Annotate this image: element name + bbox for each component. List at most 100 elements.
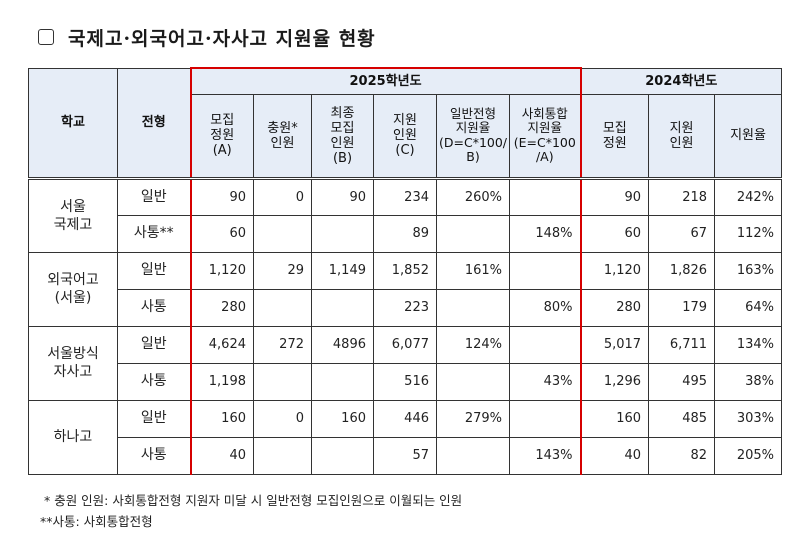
value-cell: 446 [373,399,437,438]
value-cell: 143% [509,436,582,475]
table-row: 하나고 일반 160 0 160 446 279% 160 485 303% [28,399,783,475]
value-cell: 1,852 [373,251,437,290]
value-cell: 272 [253,325,312,364]
header-line: 일반전형 [450,105,497,121]
header-2024-applicants: 지원 인원 [648,93,716,179]
value-cell: 260% [435,177,511,216]
value-cell [435,214,511,253]
value-cell: 161% [435,251,511,290]
table-row: 사통 40 57 143% 40 82 205% [29,436,783,475]
table-row: 서울 국제고 일반 90 0 90 234 260% 90 218 242% [28,177,783,253]
value-cell: 1,826 [648,251,716,290]
value-cell: 0 [253,177,312,216]
title-text: 국제고·외국어고·자사고 지원율 현황 [68,27,376,50]
value-cell: 4896 [311,325,374,364]
checkbox-square-icon [38,29,54,45]
header-line: 지원 [393,113,417,128]
value-cell: 160 [189,399,254,438]
footnote-2: **사통: 사회통합전형 [40,514,153,529]
value-cell: 1,120 [189,251,254,290]
table-row: 사통** 60 89 148% 60 67 112% [29,214,783,253]
value-cell: 1,296 [580,362,650,401]
value-cell: 205% [714,436,783,475]
value-cell: 89 [373,214,437,253]
school-name-line: 국제고 [53,216,93,233]
value-cell: 124% [435,325,511,364]
value-cell [311,362,374,401]
header-line: 인원 [669,135,694,151]
school-name-line: 서울방식 [47,346,99,362]
value-cell: 148% [509,214,582,253]
header-2025-social-rate-e: 사회통합 지원율 (E=C*100/A) [509,93,582,179]
value-cell: 40 [189,436,254,475]
header-line: 인원 [393,128,417,143]
admission-type-cell: 일반 [117,325,191,364]
header-2025-applicants-c: 지원 인원 (C) [373,93,437,179]
value-cell: 67 [648,214,716,253]
header-line: 지원 [669,120,694,136]
value-cell [435,362,511,401]
value-cell: 218 [648,177,716,216]
header-type: 전형 [117,67,191,179]
header-2024: 2024학년도 [580,67,783,95]
admission-type-cell: 일반 [117,177,191,216]
header-2025-final-recruit-b: 최종 모집 인원 (B) [311,93,374,179]
header-line: 지원율 [527,120,563,135]
value-cell [253,214,312,253]
header-2025-extra-fill: 충원* 인원 [253,93,312,179]
table-row: 사통 280 223 80% 280 179 64% [29,288,783,327]
value-cell: 38% [714,362,783,401]
admission-type-cell: 일반 [117,399,191,438]
value-cell [509,399,582,438]
header-2024-recruit-quota: 모집 정원 [580,93,650,179]
header-line: 사회통합 [521,105,568,121]
table-row: 사통 1,198 516 43% 1,296 495 38% [29,362,783,401]
value-cell: 1,198 [189,362,254,401]
value-cell: 160 [311,399,374,438]
value-cell [311,436,374,475]
admission-type-cell: 일반 [117,251,191,290]
header-line: 정원 [602,135,627,151]
header-line: (C) [395,143,415,158]
value-cell: 134% [714,325,783,364]
header-line: 최종 [330,105,355,121]
value-cell: 40 [580,436,650,475]
value-cell: 4,624 [189,325,254,364]
school-name-line: 서울 [60,198,86,215]
school-name-line: 자사고 [53,364,93,380]
header-school: 학교 [28,67,118,179]
header-line: 모집 [330,120,355,136]
value-cell: 303% [714,399,783,438]
header-line: 인원 [270,135,295,151]
header-line: 지원율 [730,128,766,143]
value-cell: 485 [648,399,716,438]
value-cell: 1,149 [311,251,374,290]
admission-type-cell: 사통** [117,214,191,253]
value-cell: 242% [714,177,783,216]
header-line: 모집 [602,120,627,136]
footnote-1: * 충원 인원: 사회통합전형 지원자 미달 시 일반전형 모집인원으로 이월되… [40,493,463,508]
school-name-cell: 외국어고 (서울) [28,251,118,327]
value-cell: 60 [580,214,650,253]
section-title: 국제고·외국어고·자사고 지원율 현황 [38,22,376,52]
value-cell [311,288,374,327]
value-cell: 5,017 [580,325,650,364]
value-cell [311,214,374,253]
value-cell: 29 [253,251,312,290]
header-line: (D=C*100/ [439,134,508,150]
header-line: 지원율 [455,120,491,135]
value-cell [509,325,582,364]
admission-type-cell: 사통 [117,362,191,401]
value-cell: 64% [714,288,783,327]
value-cell: 90 [189,177,254,216]
admission-type-cell: 사통 [117,436,191,475]
header-2025-general-rate-d: 일반전형 지원율 (D=C*100/B) [435,93,511,179]
value-cell: 112% [714,214,783,253]
school-name-line: 하나고 [53,429,93,445]
value-cell: 0 [253,399,312,438]
value-cell: 223 [373,288,437,327]
header-line: 인원 [330,135,355,151]
value-cell: 234 [373,177,437,216]
value-cell: 82 [648,436,716,475]
